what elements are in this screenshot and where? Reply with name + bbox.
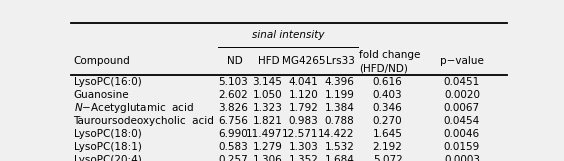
Text: 1.279: 1.279	[253, 142, 283, 152]
Text: 3.826: 3.826	[218, 103, 248, 113]
Text: 1.532: 1.532	[325, 142, 355, 152]
Text: Tauroursodeoxycholic  acid: Tauroursodeoxycholic acid	[73, 116, 214, 126]
Text: HFD: HFD	[258, 57, 280, 66]
Text: 12.571: 12.571	[282, 129, 318, 139]
Text: LysoPC(16:0): LysoPC(16:0)	[73, 77, 142, 87]
Text: 0.0454: 0.0454	[444, 116, 480, 126]
Text: 0.257: 0.257	[219, 155, 248, 161]
Text: 1.352: 1.352	[288, 155, 318, 161]
Text: 0.0067: 0.0067	[444, 103, 480, 113]
Text: 1.050: 1.050	[253, 90, 283, 100]
Text: ND: ND	[227, 57, 243, 66]
Text: $\mathit{N}$−Acetyglutamic  acid: $\mathit{N}$−Acetyglutamic acid	[73, 101, 194, 115]
Text: LysoPC(20:4): LysoPC(20:4)	[73, 155, 142, 161]
Text: 1.323: 1.323	[253, 103, 283, 113]
Text: sinal intensity: sinal intensity	[252, 30, 324, 40]
Text: 4.396: 4.396	[325, 77, 355, 87]
Text: 0.403: 0.403	[373, 90, 403, 100]
Text: 1.684: 1.684	[325, 155, 355, 161]
Text: 0.788: 0.788	[325, 116, 355, 126]
Text: 0.270: 0.270	[373, 116, 403, 126]
Text: Compound: Compound	[73, 57, 130, 66]
Text: 1.645: 1.645	[373, 129, 403, 139]
Text: LysoPC(18:1): LysoPC(18:1)	[73, 142, 142, 152]
Text: 0.983: 0.983	[289, 116, 318, 126]
Text: 0.0159: 0.0159	[444, 142, 480, 152]
Text: 4.041: 4.041	[289, 77, 318, 87]
Text: 1.384: 1.384	[325, 103, 355, 113]
Text: 0.0046: 0.0046	[444, 129, 480, 139]
Text: 0.0451: 0.0451	[444, 77, 480, 87]
Text: MG4265: MG4265	[282, 57, 325, 66]
Text: 1.303: 1.303	[289, 142, 318, 152]
Text: 1.821: 1.821	[253, 116, 283, 126]
Text: (HFD/ND): (HFD/ND)	[359, 63, 408, 73]
Text: 0.616: 0.616	[373, 77, 403, 87]
Text: 5.103: 5.103	[219, 77, 248, 87]
Text: 0.0003: 0.0003	[444, 155, 480, 161]
Text: 2.602: 2.602	[219, 90, 248, 100]
Text: 3.145: 3.145	[253, 77, 283, 87]
Text: 6.990: 6.990	[219, 129, 248, 139]
Text: 6.756: 6.756	[218, 116, 248, 126]
Text: p−value: p−value	[440, 57, 484, 66]
Text: 0.346: 0.346	[373, 103, 403, 113]
Text: Lrs33: Lrs33	[325, 57, 354, 66]
Text: 5.072: 5.072	[373, 155, 403, 161]
Text: 1.792: 1.792	[288, 103, 318, 113]
Text: 11.497: 11.497	[246, 129, 283, 139]
Text: LysoPC(18:0): LysoPC(18:0)	[73, 129, 142, 139]
Text: 1.306: 1.306	[253, 155, 283, 161]
Text: 1.120: 1.120	[289, 90, 318, 100]
Text: 14.422: 14.422	[318, 129, 355, 139]
Text: Guanosine: Guanosine	[73, 90, 129, 100]
Text: fold change: fold change	[359, 50, 421, 60]
Text: 2.192: 2.192	[373, 142, 403, 152]
Text: 0.583: 0.583	[219, 142, 248, 152]
Text: 0.0020: 0.0020	[444, 90, 480, 100]
Text: 1.199: 1.199	[325, 90, 355, 100]
